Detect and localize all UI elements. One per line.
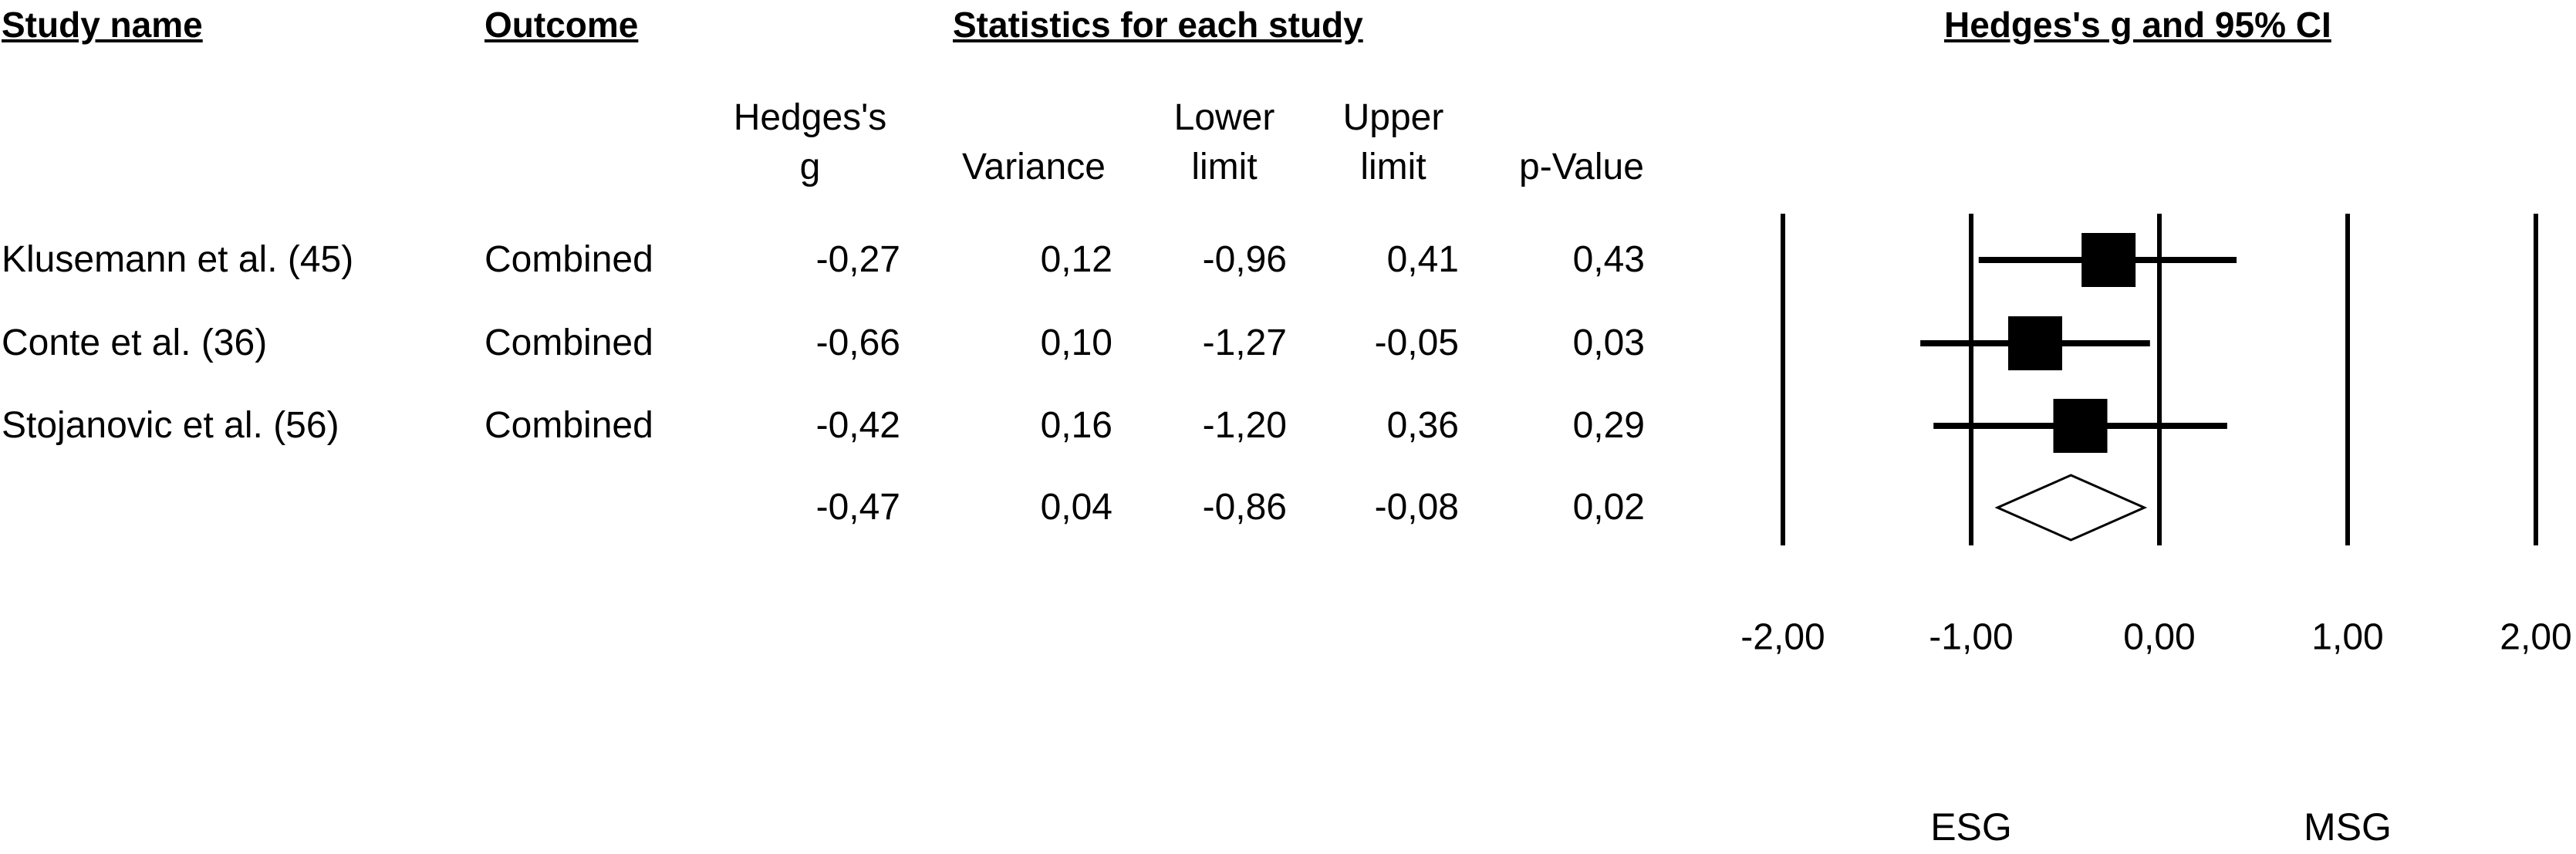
p-value: 0,02	[1572, 487, 1645, 528]
column-header: Lower limit	[1173, 97, 1275, 187]
column-header: Upper limit	[1342, 97, 1444, 187]
variance: 0,12	[1040, 239, 1112, 280]
outcome: Combined	[484, 322, 653, 363]
summary-diamond	[1994, 474, 2148, 542]
header-plot: Hedges's g and 95% CI	[1944, 5, 2331, 45]
outcome: Combined	[484, 239, 653, 280]
effect-box	[2053, 399, 2108, 453]
upper-limit: 0,36	[1386, 405, 1459, 446]
effect-box	[2007, 316, 2062, 370]
x-tick-label: -1,00	[1929, 617, 2013, 658]
hedges-g: -0,47	[815, 487, 900, 528]
x-tick-label: 0,00	[2123, 617, 2195, 658]
p-value: 0,43	[1572, 239, 1645, 280]
header-study-name: Study name	[2, 5, 203, 45]
study-name: Conte et al. (36)	[2, 322, 268, 363]
study-name: Klusemann et al. (45)	[2, 239, 354, 280]
right-direction-label: MSG	[2304, 805, 2392, 849]
hedges-g: -0,27	[815, 239, 900, 280]
lower-limit: -1,27	[1202, 322, 1287, 363]
upper-limit: 0,41	[1386, 239, 1459, 280]
x-tick-label: -2,00	[1740, 617, 1825, 658]
x-tick-label: 2,00	[2500, 617, 2571, 658]
lower-limit: -0,86	[1202, 487, 1287, 528]
variance: 0,04	[1040, 487, 1112, 528]
effect-box	[2081, 233, 2136, 287]
variance: 0,10	[1040, 322, 1112, 363]
p-value: 0,29	[1572, 405, 1645, 446]
left-direction-label: ESG	[1930, 805, 2012, 849]
p-value: 0,03	[1572, 322, 1645, 363]
hedges-g: -0,42	[815, 405, 900, 446]
column-header: p-Value	[1519, 147, 1644, 187]
x-tick-label: 1,00	[2311, 617, 2383, 658]
column-header: Hedges's g	[733, 97, 887, 187]
header-statistics: Statistics for each study	[953, 5, 1363, 45]
study-name: Stojanovic et al. (56)	[2, 405, 339, 446]
hedges-g: -0,66	[815, 322, 900, 363]
upper-limit: -0,05	[1374, 322, 1459, 363]
header-outcome: Outcome	[484, 5, 639, 45]
upper-limit: -0,08	[1374, 487, 1459, 528]
outcome: Combined	[484, 405, 653, 446]
variance: 0,16	[1040, 405, 1112, 446]
lower-limit: -0,96	[1202, 239, 1287, 280]
lower-limit: -1,20	[1202, 405, 1287, 446]
column-header: Variance	[962, 147, 1106, 187]
